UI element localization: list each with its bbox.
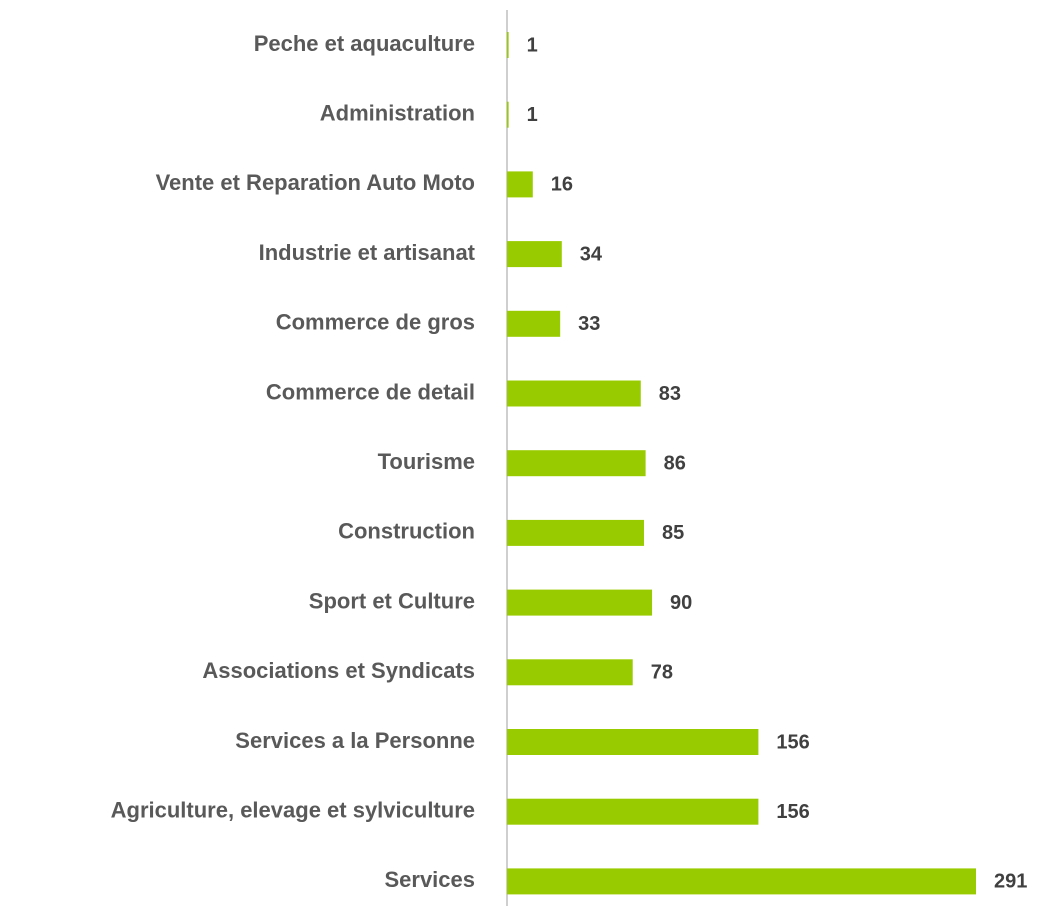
bar: [507, 729, 759, 755]
bar: [507, 310, 561, 337]
value-label: 85: [662, 522, 684, 544]
category-label: Tourisme: [378, 449, 475, 474]
value-label: 156: [776, 801, 809, 823]
bar: [507, 32, 509, 58]
value-label: 86: [664, 452, 686, 474]
category-label: Administration: [320, 101, 475, 126]
value-label: 1: [527, 34, 538, 56]
value-label: 78: [651, 662, 673, 684]
bar: [507, 659, 633, 686]
category-label: Services a la Personne: [235, 728, 475, 753]
value-label: 83: [659, 383, 681, 405]
category-label: Peche et aquaculture: [254, 31, 475, 56]
bar: [507, 589, 653, 616]
value-label: 1: [527, 104, 538, 126]
value-label: 34: [580, 243, 603, 265]
category-label: Commerce de gros: [276, 310, 475, 335]
bar: [507, 171, 533, 198]
bar: [507, 868, 976, 895]
bar: [507, 101, 509, 128]
category-label: Agriculture, elevage et sylviculture: [111, 798, 475, 823]
category-label: Construction: [338, 519, 475, 544]
bar: [507, 519, 644, 546]
value-label: 90: [670, 592, 692, 614]
value-label: 33: [578, 313, 600, 335]
category-label: Sport et Culture: [309, 588, 475, 613]
category-label: Industrie et artisanat: [259, 240, 476, 265]
bar: [507, 241, 562, 268]
category-label: Commerce de detail: [266, 379, 475, 404]
value-label: 291: [994, 871, 1027, 893]
value-label: 16: [551, 174, 573, 196]
category-label: Associations et Syndicats: [202, 658, 475, 683]
value-label: 156: [776, 731, 809, 753]
bar: [507, 798, 759, 825]
bar: [507, 450, 646, 477]
category-label: Services: [384, 867, 475, 892]
bar: [507, 380, 641, 407]
category-label: Vente et Reparation Auto Moto: [156, 170, 475, 195]
